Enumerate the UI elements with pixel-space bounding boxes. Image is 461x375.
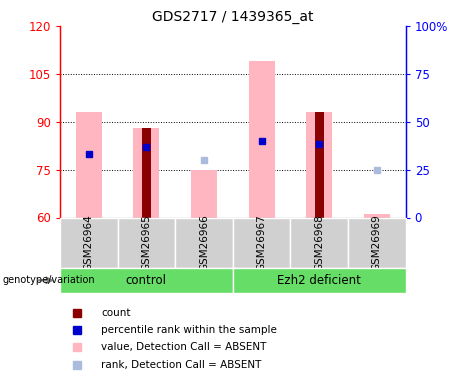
Bar: [233, 217, 290, 268]
Text: GSM26966: GSM26966: [199, 214, 209, 271]
Bar: [364, 214, 390, 217]
Text: genotype/variation: genotype/variation: [2, 275, 95, 285]
Bar: [60, 268, 233, 292]
Text: GSM26967: GSM26967: [257, 214, 266, 271]
Text: GSM26964: GSM26964: [84, 214, 94, 271]
Text: GSM26965: GSM26965: [142, 214, 151, 271]
Text: GSM26969: GSM26969: [372, 214, 382, 271]
Bar: [133, 128, 160, 217]
Bar: [142, 128, 151, 217]
Bar: [306, 112, 332, 218]
Text: Ezh2 deficient: Ezh2 deficient: [278, 274, 361, 287]
Bar: [248, 61, 275, 217]
Text: GSM26968: GSM26968: [314, 214, 324, 271]
Text: value, Detection Call = ABSENT: value, Detection Call = ABSENT: [101, 342, 266, 352]
Bar: [175, 217, 233, 268]
Bar: [315, 112, 324, 218]
Bar: [233, 268, 406, 292]
Text: rank, Detection Call = ABSENT: rank, Detection Call = ABSENT: [101, 360, 261, 370]
Text: percentile rank within the sample: percentile rank within the sample: [101, 325, 277, 335]
Bar: [118, 217, 175, 268]
Title: GDS2717 / 1439365_at: GDS2717 / 1439365_at: [152, 10, 313, 24]
Bar: [191, 170, 217, 217]
Text: control: control: [126, 274, 167, 287]
Bar: [76, 112, 102, 218]
Bar: [290, 217, 348, 268]
Bar: [348, 217, 406, 268]
Text: count: count: [101, 308, 130, 318]
Bar: [60, 217, 118, 268]
